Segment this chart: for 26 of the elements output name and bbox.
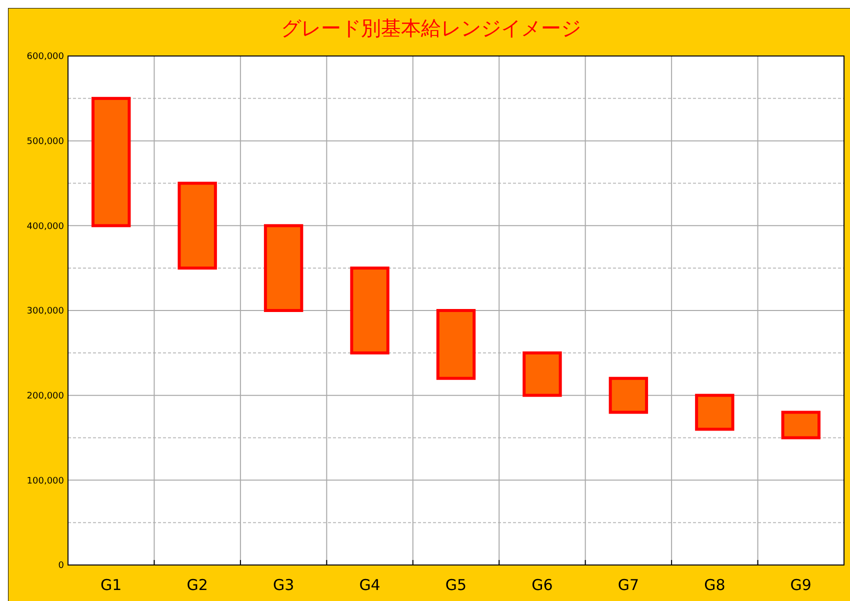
bar — [522, 351, 562, 397]
bar — [436, 309, 476, 380]
bar — [264, 224, 304, 312]
y-tick-label: 100,000 — [26, 476, 64, 486]
x-tick-label: G6 — [532, 576, 553, 594]
bar — [92, 96, 131, 228]
x-tick-label: G9 — [790, 576, 812, 594]
x-tick-label: G5 — [445, 576, 467, 594]
bar — [608, 376, 648, 414]
y-tick-label: 0 — [58, 561, 64, 572]
chart-title: グレード別基本給レンジイメージ — [281, 16, 581, 40]
x-tick-label: G3 — [272, 576, 294, 594]
x-tick-label: G7 — [618, 576, 640, 594]
x-tick-label: G8 — [704, 576, 726, 594]
bar — [350, 266, 390, 354]
x-tick-label: G2 — [186, 576, 208, 594]
y-tick-label: 200,000 — [26, 391, 64, 402]
x-tick-label: G1 — [100, 576, 122, 594]
bar — [781, 410, 820, 440]
bar — [178, 182, 217, 270]
y-tick-label: 300,000 — [26, 306, 64, 317]
y-tick-label: 600,000 — [26, 52, 64, 62]
x-tick-label: G4 — [359, 576, 380, 594]
y-tick-label: 500,000 — [26, 136, 64, 147]
y-tick-label: 400,000 — [26, 222, 64, 232]
bar — [695, 394, 734, 431]
